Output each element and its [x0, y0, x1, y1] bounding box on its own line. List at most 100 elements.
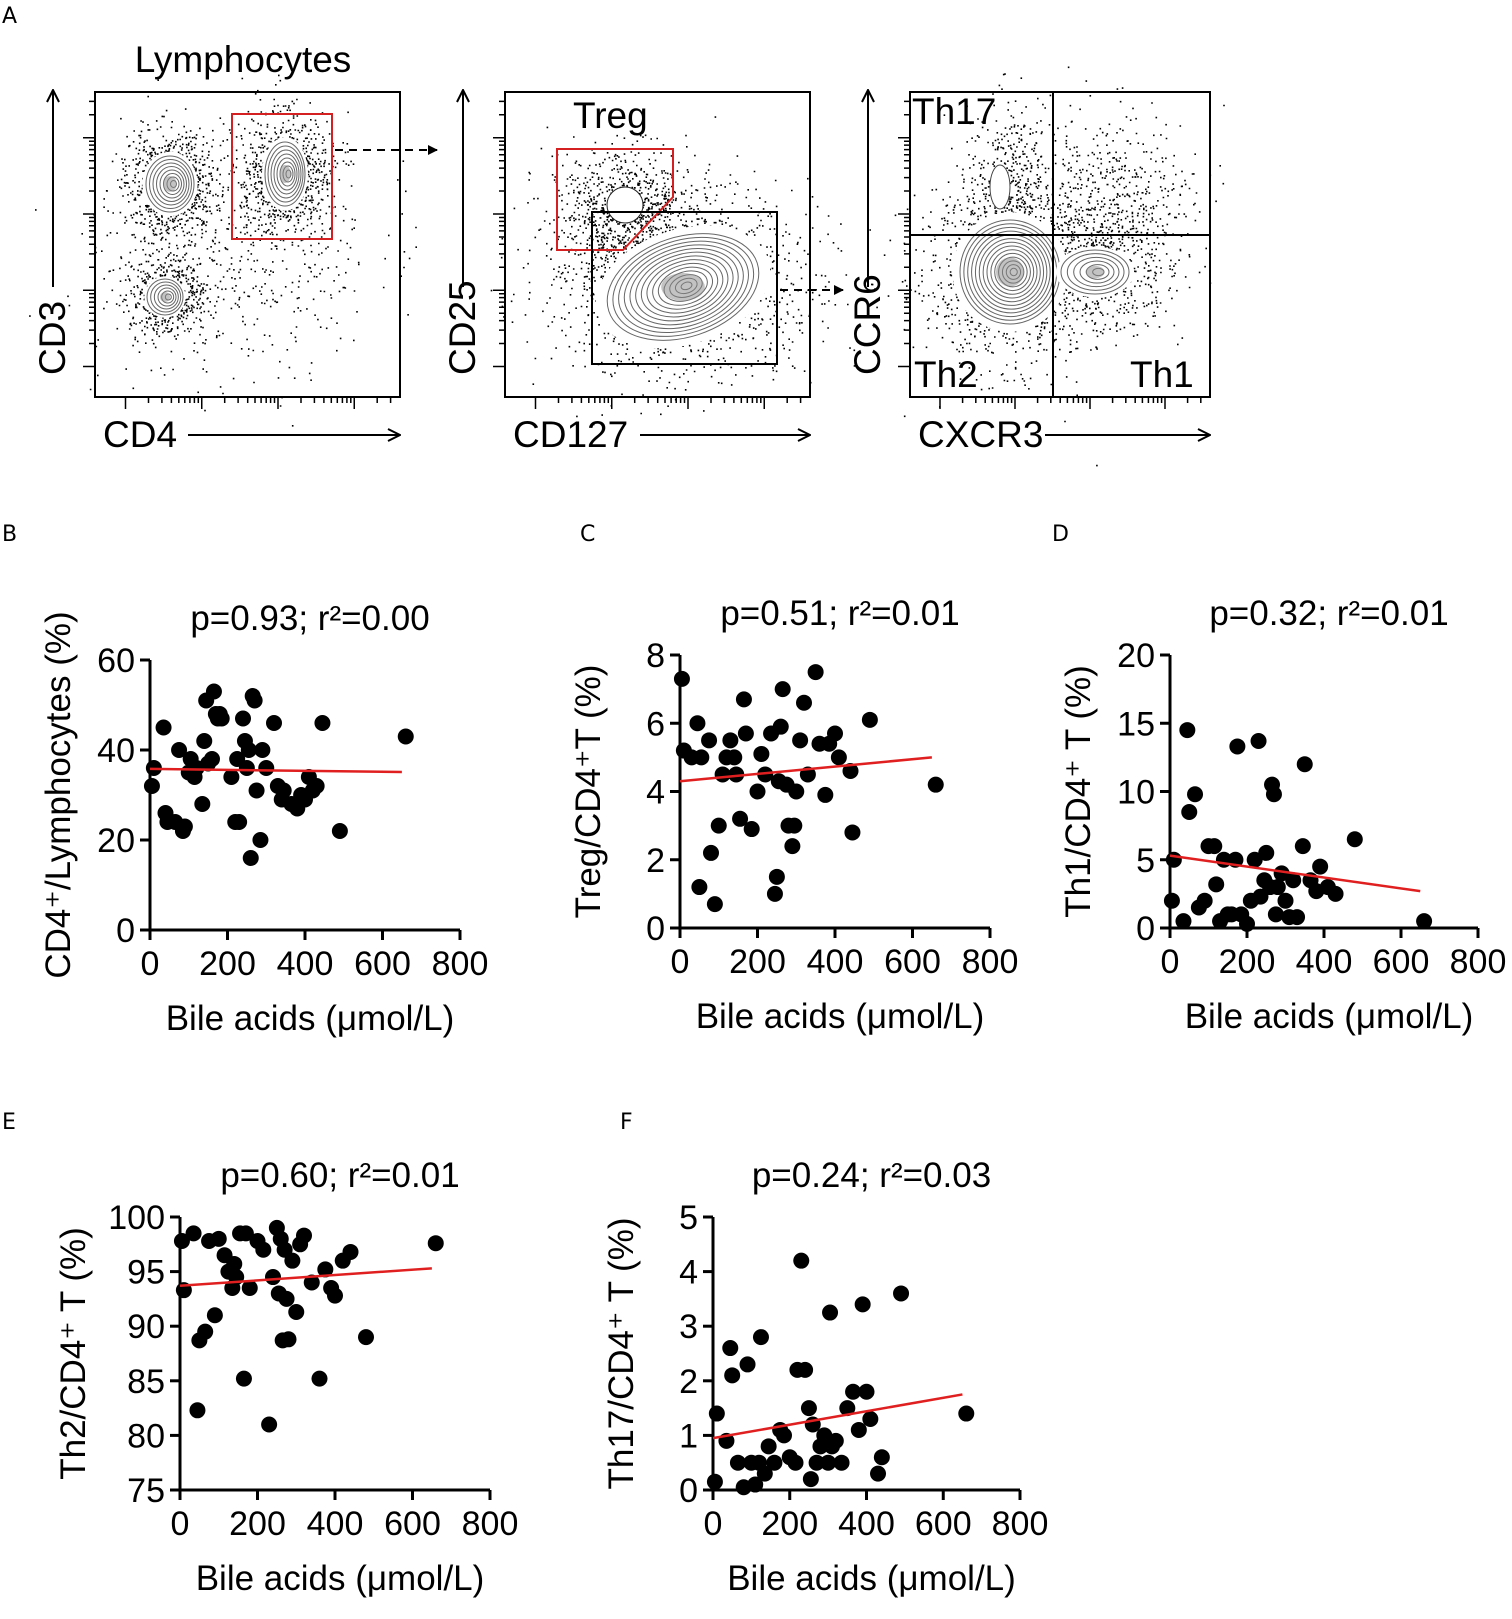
contour-cd3neg-ring	[157, 287, 177, 307]
data-point	[722, 732, 739, 749]
data-point	[223, 769, 240, 785]
stats-annotation: p=0.24; r²=0.03	[752, 1156, 991, 1195]
contour-conv-ring	[646, 259, 724, 314]
data-point	[1312, 858, 1329, 875]
data-point	[155, 719, 172, 736]
contour-cd4neg-ring	[145, 155, 195, 213]
data-point	[844, 824, 861, 841]
data-points	[673, 664, 944, 913]
gate-label-th2: Th2	[914, 354, 978, 395]
data-point	[807, 664, 824, 681]
x-tick-label: 0	[141, 945, 160, 983]
contour-conv-ring	[618, 240, 749, 334]
data-point	[958, 1405, 975, 1422]
data-point	[691, 879, 708, 896]
flow-x-ticks	[939, 397, 1202, 409]
data-point	[756, 1465, 773, 1482]
contour-cd4neg-ring	[159, 169, 185, 199]
data-point	[1269, 879, 1286, 896]
stats-annotation: p=0.51; r²=0.01	[720, 594, 959, 633]
data-point	[235, 710, 251, 727]
y-tick-label: 20	[1117, 637, 1155, 675]
y-tick-label: 5	[679, 1199, 698, 1237]
panel-label-b: B	[2, 522, 18, 547]
data-point	[1229, 738, 1246, 755]
data-point	[787, 1454, 804, 1471]
data-point	[797, 1361, 814, 1378]
chart-B: 0 200 400 600 800 0 20 40 60 Bile acids (μmol/L) C…	[39, 599, 488, 1038]
population-cd3neg-dots	[97, 236, 233, 371]
data-point	[793, 1252, 810, 1269]
flow-populations	[29, 74, 417, 427]
data-point	[842, 763, 859, 780]
data-point	[254, 742, 271, 758]
contour-cd4neg	[142, 151, 198, 217]
contour-conv-ring	[640, 255, 729, 318]
x-tick-label: 800	[962, 943, 1019, 981]
x-tick-label: 200	[761, 1505, 818, 1543]
contour-cd4pos-ring	[264, 141, 306, 207]
data-point	[1196, 892, 1213, 909]
data-point	[213, 710, 230, 727]
flow-ylabel: CCR6	[847, 274, 888, 375]
data-point	[775, 1427, 792, 1444]
panel-label-c: C	[580, 522, 596, 547]
data-point	[788, 783, 805, 800]
contour-conv-core	[661, 273, 705, 301]
flow-x-ticks	[124, 397, 392, 409]
data-point	[197, 1323, 214, 1340]
data-point	[266, 715, 282, 731]
y-tick-label: 60	[97, 642, 135, 680]
contour-conv	[595, 225, 771, 349]
y-tick-label: 40	[97, 732, 135, 770]
panel-label-f: F	[620, 1110, 633, 1135]
data-point	[752, 1329, 769, 1346]
data-point	[893, 1285, 910, 1302]
data-point	[185, 1225, 202, 1242]
y-tick-label: 4	[679, 1254, 698, 1292]
data-point	[280, 1331, 297, 1348]
x-tick-label: 800	[432, 945, 489, 983]
data-point	[205, 683, 222, 700]
data-point	[693, 749, 710, 766]
data-point	[701, 732, 718, 749]
data-point	[1165, 851, 1182, 868]
y-tick-label: 10	[1117, 774, 1155, 812]
x-tick-label: 600	[1373, 943, 1430, 981]
contour-cd4pos-core	[279, 165, 291, 183]
data-point	[673, 670, 690, 687]
data-point	[204, 751, 220, 767]
contour-th2-core	[996, 257, 1024, 287]
y-tick-label: 75	[127, 1472, 165, 1510]
data-point	[237, 1225, 254, 1242]
regression-line	[1169, 854, 1421, 893]
x-tick-label: 400	[838, 1505, 895, 1543]
contour-conv-ring	[657, 266, 714, 306]
population-cd3neg	[97, 236, 233, 371]
y-tick-label: 0	[646, 910, 665, 948]
y-tick-label: 85	[127, 1363, 165, 1401]
x-tick-label: 0	[704, 1505, 723, 1543]
data-point	[737, 725, 754, 742]
data-point	[739, 1356, 756, 1373]
data-point	[689, 715, 706, 732]
y-axis-label: Th1/CD4⁺ T (%)	[1059, 665, 1098, 918]
y-tick-label: 90	[127, 1308, 165, 1346]
data-point	[1416, 913, 1433, 930]
x-tick-label: 400	[1296, 943, 1353, 981]
contour-th2-ring	[986, 245, 1038, 299]
data-point	[870, 1465, 887, 1482]
data-point	[1179, 722, 1196, 739]
data-point	[708, 1405, 725, 1422]
x-tick-label: 200	[729, 943, 786, 981]
data-point	[248, 782, 265, 799]
stats-annotation: p=0.32; r²=0.01	[1209, 594, 1448, 633]
data-point	[792, 732, 809, 749]
data-point	[784, 838, 801, 855]
gate-treg	[556, 148, 674, 251]
data-point	[861, 711, 878, 728]
data-point	[173, 1233, 190, 1250]
flow-panel-f1: Lymphocytes CD4 CD3	[29, 39, 438, 455]
flow-y-ticks	[493, 100, 505, 368]
y-tick-label: 15	[1117, 705, 1155, 743]
